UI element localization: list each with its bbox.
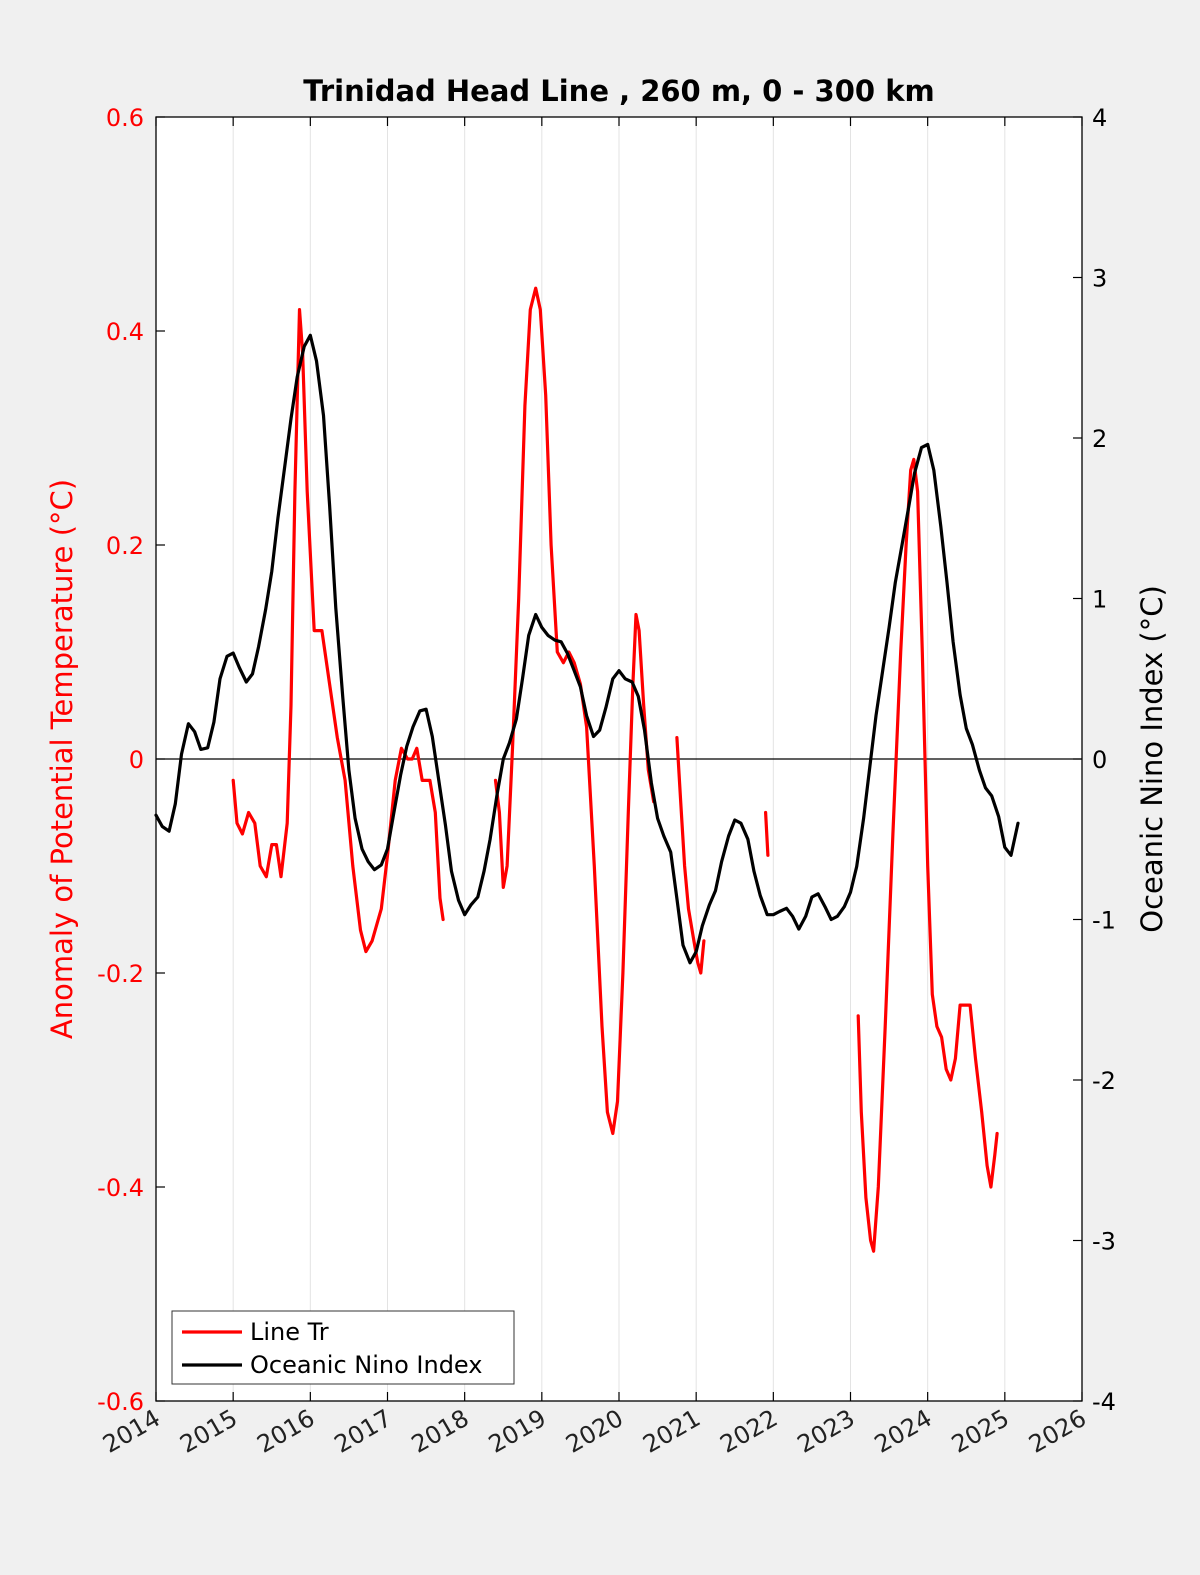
left-tick-label: -0.2 — [97, 960, 144, 988]
series-oni-segment-0 — [154, 333, 1020, 965]
right-tick-label: 3 — [1092, 265, 1107, 293]
series-line-tr-segment-4 — [856, 457, 999, 1253]
series-line-tr-segment-2 — [675, 735, 706, 975]
right-tick-label: 2 — [1092, 425, 1107, 453]
right-tick-label: -2 — [1092, 1067, 1116, 1095]
series-line-tr-segment-3 — [763, 810, 770, 857]
left-tick-label: -0.6 — [97, 1388, 144, 1416]
right-tick-label: -3 — [1092, 1228, 1116, 1256]
right-y-axis-label: Oceanic Nino Index (°C) — [1135, 585, 1169, 933]
legend-label-oni: Oceanic Nino Index — [250, 1351, 482, 1379]
left-tick-label: 0 — [129, 746, 144, 774]
left-tick-label: -0.4 — [97, 1174, 144, 1202]
legend-box — [171, 1310, 515, 1385]
left-y-axis: -0.6 -0.4 -0.2 0 0.2 0.4 0.6 — [97, 104, 165, 1416]
right-tick-label: 0 — [1092, 746, 1107, 774]
right-y-axis: -4 -3 -2 -1 0 1 2 3 4 — [1073, 104, 1116, 1416]
legend-label-line-tr: Line Tr — [250, 1318, 329, 1346]
left-tick-label: 0.6 — [106, 104, 144, 132]
series-line-tr-segment-0 — [231, 308, 445, 954]
legend: Line Tr Oceanic Nino Index — [171, 1310, 515, 1385]
left-tick-label: 0.2 — [106, 532, 144, 560]
left-y-axis-label: Anomaly of Potential Temperature (°C) — [45, 479, 79, 1039]
left-tick-label: 0.4 — [106, 318, 144, 346]
right-tick-label: 4 — [1092, 104, 1107, 132]
chart-title: Trinidad Head Line , 260 m, 0 - 300 km — [303, 74, 934, 108]
right-tick-label: -4 — [1092, 1388, 1116, 1416]
series-layer — [154, 286, 1020, 1253]
right-tick-label: 1 — [1092, 586, 1107, 614]
right-tick-label: -1 — [1092, 907, 1116, 935]
